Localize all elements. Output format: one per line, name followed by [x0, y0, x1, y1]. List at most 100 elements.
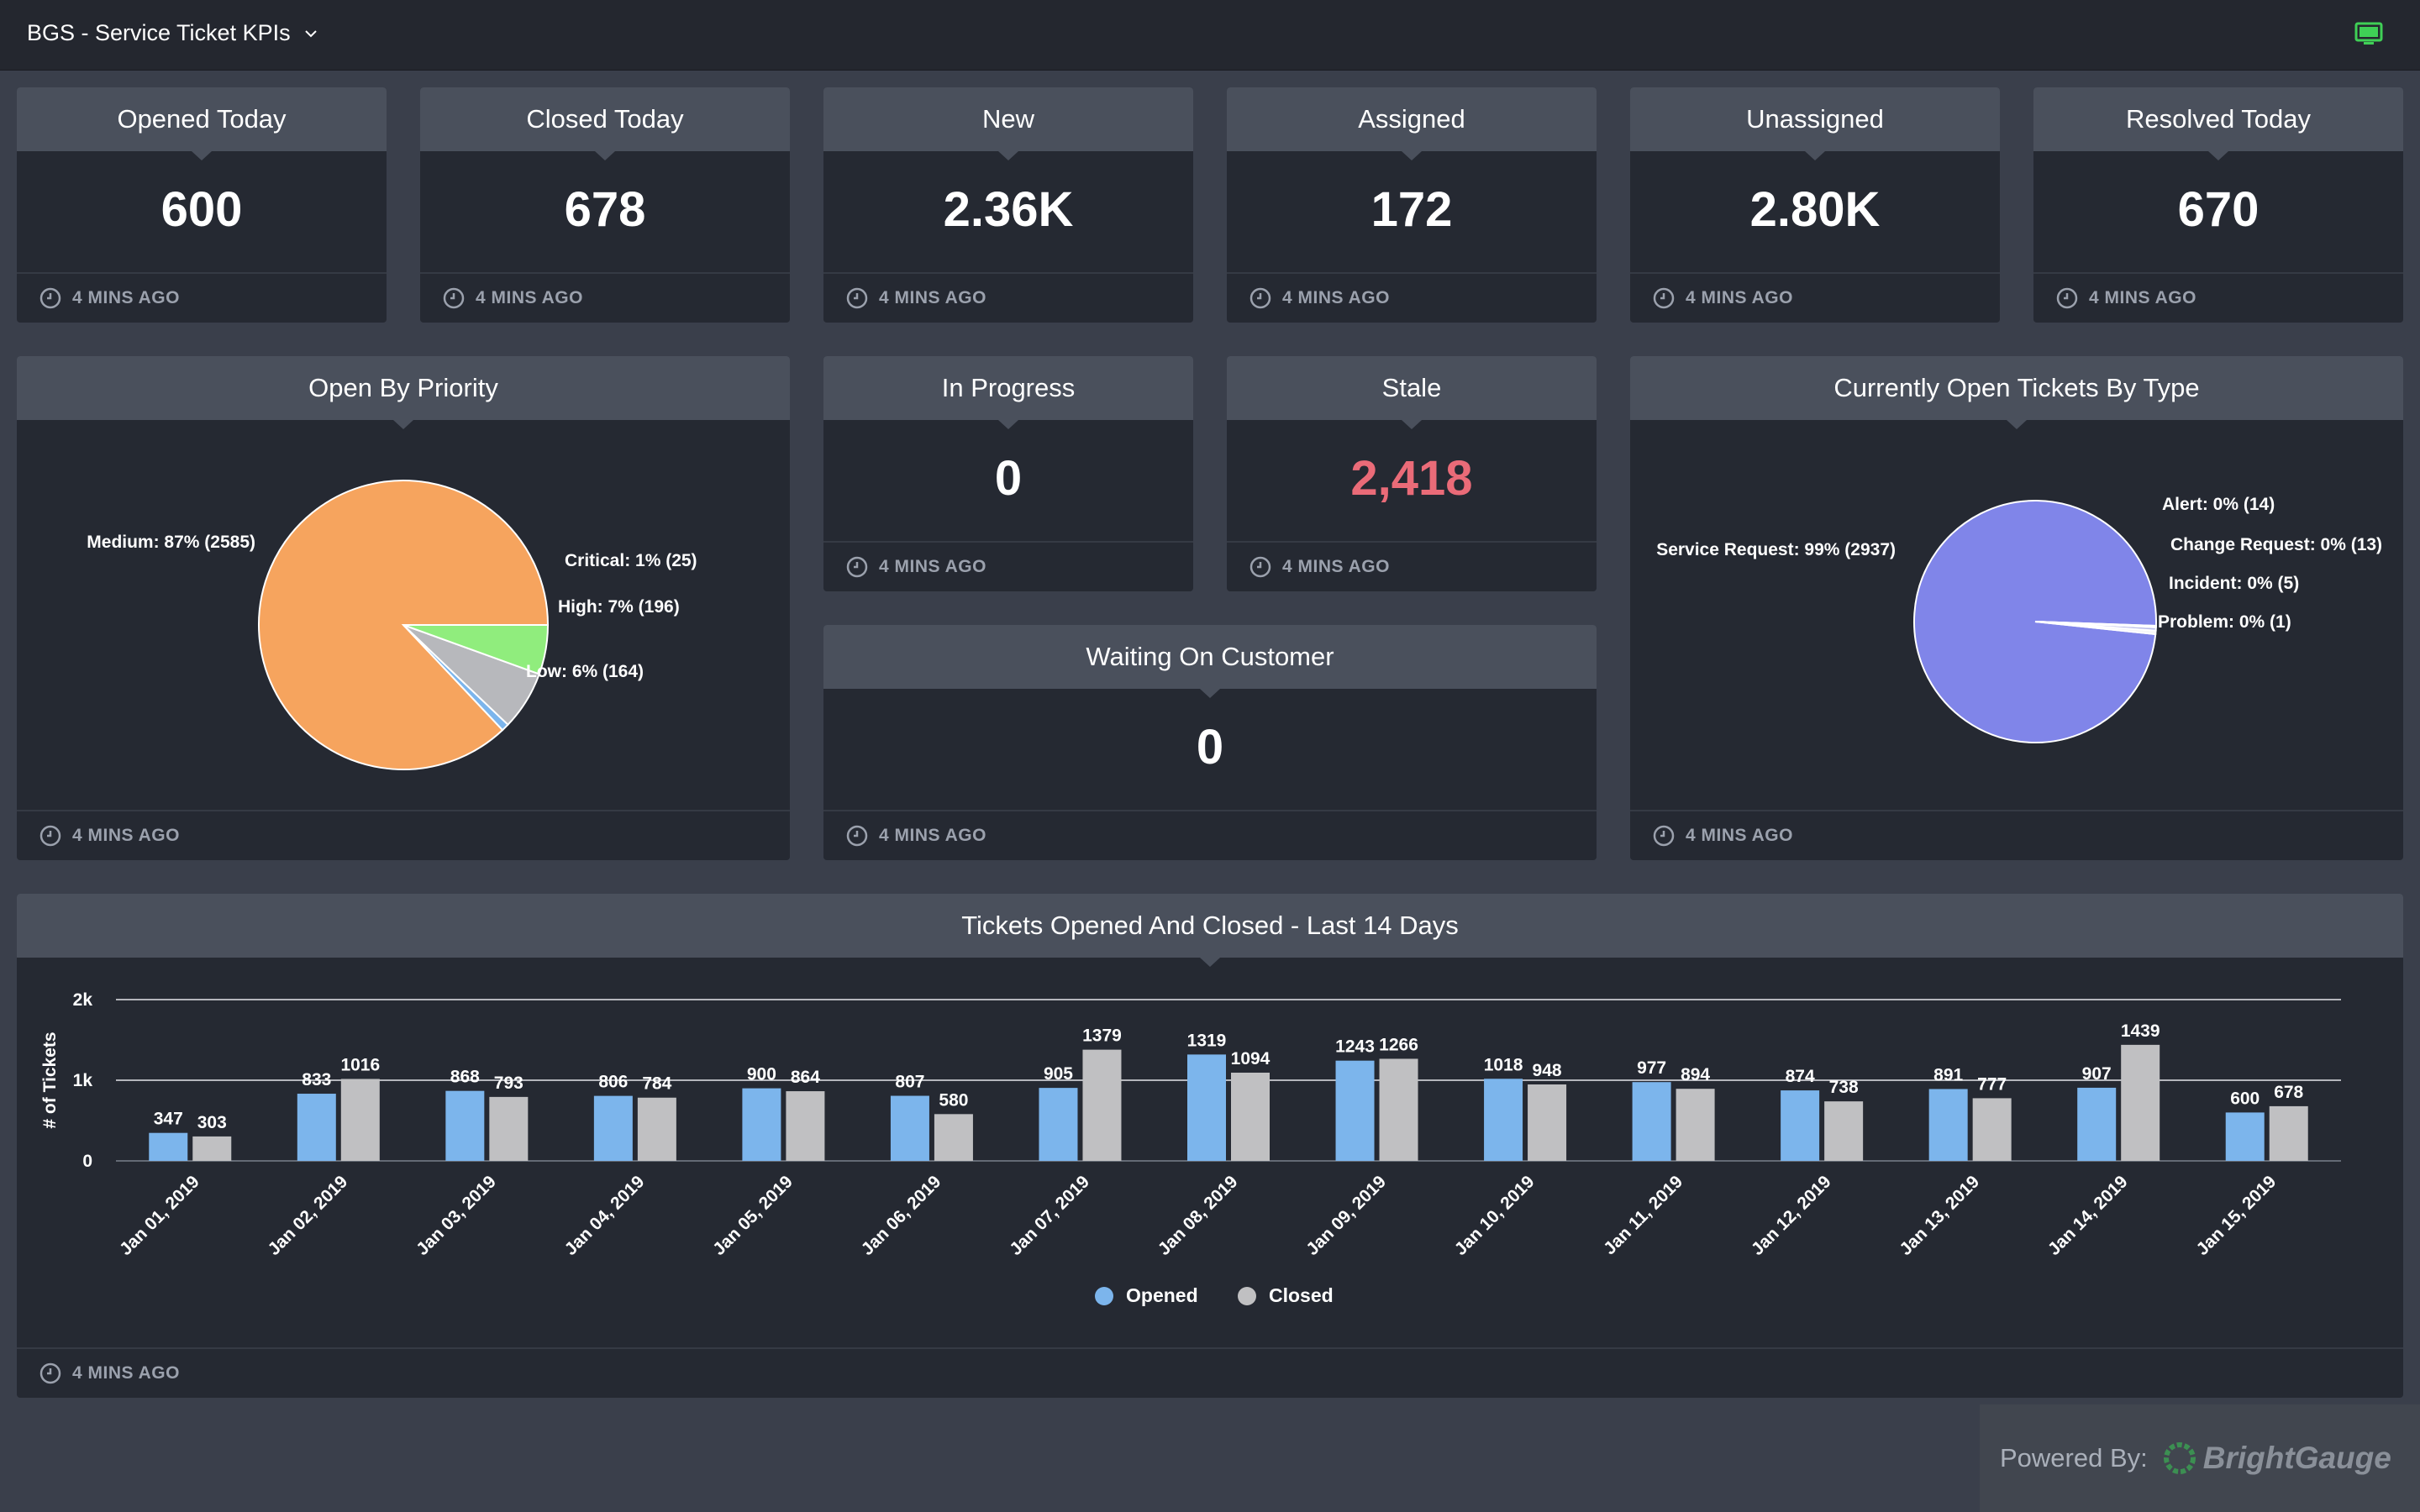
priority-pie-chart: Medium: 87% (2585) Critical: 1% (25) High:…: [87, 480, 697, 770]
clock-icon: [846, 287, 868, 309]
bar-closed[interactable]: [637, 1097, 676, 1161]
bar-opened[interactable]: [445, 1090, 485, 1161]
x-tick-label: Jan 10, 2019: [1451, 1172, 1539, 1259]
bar-closed[interactable]: [1082, 1049, 1122, 1161]
bar-opened[interactable]: [1335, 1060, 1375, 1161]
legend-item-closed[interactable]: Closed: [1269, 1284, 1334, 1306]
clock-icon: [1249, 556, 1271, 578]
x-tick-label: Jan 06, 2019: [858, 1172, 945, 1259]
dashboard-selector[interactable]: BGS - Service Ticket KPIs: [27, 20, 319, 46]
kpi-card-assigned[interactable]: Assigned 172 4 MINS AGO: [1227, 87, 1597, 323]
kpi-card-stale[interactable]: Stale 2,418 4 MINS AGO: [1227, 356, 1597, 591]
brand-logo: BrightGauge: [2163, 1441, 2391, 1476]
kpi-card-waiting-on-customer[interactable]: Waiting On Customer 0 4 MINS AGO: [823, 625, 1597, 860]
dashboard-title: BGS - Service Ticket KPIs: [27, 20, 291, 45]
type-chart-card[interactable]: Currently Open Tickets By Type Service R…: [1630, 356, 2403, 860]
bar-closed[interactable]: [2269, 1105, 2308, 1161]
bar-opened[interactable]: [593, 1095, 633, 1161]
x-tick-label: Jan 05, 2019: [709, 1172, 797, 1259]
bar-opened[interactable]: [2077, 1087, 2117, 1161]
pie-slice[interactable]: [1913, 500, 2157, 743]
bar-closed[interactable]: [934, 1114, 973, 1161]
bar-closed[interactable]: [1676, 1089, 1715, 1161]
card-footer: 4 MINS AGO: [1227, 272, 1597, 323]
bar-closed[interactable]: [192, 1136, 232, 1161]
type-pie-chart: Service Request: 99% (2937) Alert: 0% (14…: [1656, 495, 2382, 743]
kpi-card-in-progress[interactable]: In Progress 0 4 MINS AGO: [823, 356, 1193, 591]
powered-by: Powered By: BrightGauge: [1980, 1404, 2420, 1512]
pie-slice[interactable]: [402, 624, 550, 675]
bar-closed[interactable]: [1231, 1072, 1270, 1161]
y-tick-label: 1k: [73, 1071, 93, 1090]
pie-label: Critical: 1% (25): [565, 551, 697, 570]
bar-opened[interactable]: [2225, 1112, 2265, 1161]
bar-opened[interactable]: [1187, 1054, 1226, 1161]
clock-icon: [1249, 287, 1271, 309]
bar-opened[interactable]: [1781, 1090, 1820, 1161]
priority-chart-card[interactable]: Open By Priority Medium: 87% (2585) Criti…: [17, 356, 790, 860]
kpi-value: 678: [564, 182, 646, 237]
trend-chart-card[interactable]: Tickets Opened And Closed - Last 14 Days…: [17, 894, 2403, 1398]
bar-value-label: 864: [791, 1068, 820, 1087]
updated-time: 4 MINS AGO: [879, 557, 986, 576]
bar-opened[interactable]: [297, 1094, 336, 1161]
bar-closed[interactable]: [1972, 1098, 2012, 1161]
y-tick-label: 2k: [73, 990, 93, 1010]
card-footer: 4 MINS AGO: [823, 810, 1597, 860]
pie-slice[interactable]: [2034, 621, 2157, 627]
bar-closed[interactable]: [1528, 1084, 1567, 1161]
bar-closed[interactable]: [1824, 1101, 1864, 1161]
bar-opened[interactable]: [742, 1088, 781, 1161]
bar-closed[interactable]: [1379, 1058, 1418, 1161]
legend-item-opened[interactable]: Opened: [1126, 1284, 1198, 1306]
kpi-card-resolved-today[interactable]: Resolved Today 670 4 MINS AGO: [2033, 87, 2403, 323]
monitor-icon[interactable]: [2354, 22, 2383, 47]
bar-value-label: 868: [450, 1068, 480, 1087]
bar-value-label: 303: [197, 1113, 227, 1132]
chevron-down-icon: [304, 29, 317, 37]
kpi-card-unassigned[interactable]: Unassigned 2.80K 4 MINS AGO: [1630, 87, 2000, 323]
y-axis-label: # of Tickets: [40, 1032, 60, 1128]
clock-icon: [39, 287, 61, 309]
clock-icon: [2056, 287, 2078, 309]
card-footer: 4 MINS AGO: [1227, 541, 1597, 591]
bar-closed[interactable]: [340, 1079, 380, 1161]
x-tick-label: Jan 02, 2019: [265, 1172, 352, 1259]
card-title: Unassigned: [1630, 87, 2000, 160]
pie-label: Incident: 0% (5): [2169, 574, 2299, 593]
bar-value-label: 1266: [1379, 1035, 1418, 1054]
card-footer: 4 MINS AGO: [420, 272, 790, 323]
bar-opened[interactable]: [1039, 1088, 1078, 1161]
pie-label: High: 7% (196): [558, 597, 680, 617]
card-footer: 4 MINS AGO: [823, 541, 1193, 591]
kpi-card-new[interactable]: New 2.36K 4 MINS AGO: [823, 87, 1193, 323]
kpi-value: 0: [1196, 720, 1224, 774]
kpi-card-opened-today[interactable]: Opened Today 600 4 MINS AGO: [17, 87, 387, 323]
kpi-card-closed-today[interactable]: Closed Today 678 4 MINS AGO: [420, 87, 790, 323]
card-title: Stale: [1227, 356, 1597, 429]
bar-opened[interactable]: [1632, 1082, 1671, 1161]
card-footer: 4 MINS AGO: [1630, 810, 2403, 860]
bar-closed[interactable]: [2121, 1044, 2160, 1161]
x-tick-label: Jan 07, 2019: [1006, 1172, 1093, 1259]
bar-value-label: 1439: [2121, 1021, 2160, 1041]
bar-opened[interactable]: [1484, 1079, 1523, 1161]
brand-name: BrightGauge: [2202, 1441, 2391, 1475]
bar-value-label: 874: [1786, 1067, 1815, 1086]
bar-opened[interactable]: [890, 1095, 929, 1161]
bar-opened[interactable]: [149, 1132, 188, 1161]
bar-value-label: 900: [747, 1065, 776, 1084]
bar-value-label: 1016: [340, 1055, 380, 1074]
legend-marker[interactable]: [1238, 1287, 1256, 1305]
bar-opened[interactable]: [1928, 1089, 1968, 1161]
x-tick-label: Jan 11, 2019: [1600, 1172, 1686, 1258]
updated-time: 4 MINS AGO: [879, 826, 986, 845]
kpi-value: 2.36K: [943, 182, 1074, 237]
clock-icon: [39, 1362, 61, 1384]
bar-closed[interactable]: [786, 1091, 825, 1161]
legend-marker[interactable]: [1095, 1287, 1113, 1305]
card-footer: 4 MINS AGO: [823, 272, 1193, 323]
bar-closed[interactable]: [489, 1096, 529, 1161]
card-title: Resolved Today: [2033, 87, 2403, 160]
card-title: Currently Open Tickets By Type: [1630, 356, 2403, 429]
